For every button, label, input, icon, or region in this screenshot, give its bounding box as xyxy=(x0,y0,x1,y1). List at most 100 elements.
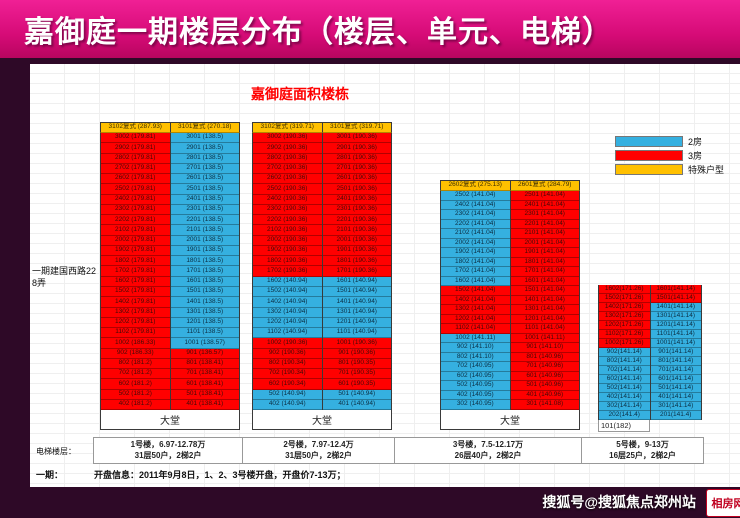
unit-cell: 1701 (190.36) xyxy=(322,266,391,277)
unit-cell: 1102(171.26) xyxy=(599,330,650,339)
unit-cell: 2602 (190.36) xyxy=(253,174,322,185)
unit-cell: 802 (181.2) xyxy=(101,358,170,370)
unit-cell: 1502 (140.94) xyxy=(253,286,322,298)
unit-cell: 1201 (140.94) xyxy=(322,317,391,329)
unit-cell: 1501 (141.04) xyxy=(510,286,579,296)
unit-cell: 2102 (141.04) xyxy=(441,229,510,239)
opening-info: 开盘信息：2011年9月8日，1、2、3号楼开盘，开盘价7-13万； xyxy=(94,470,346,480)
lobby-cell: 大堂 xyxy=(252,410,392,430)
unit-cell: 402 (181.2) xyxy=(101,399,170,411)
elevator-floor-label: 电梯楼层： xyxy=(36,446,76,456)
unit-cell: 2201 (141.04) xyxy=(510,219,579,230)
unit-cell: 702 (140.95) xyxy=(441,362,510,372)
unit-cell: 401 (140.94) xyxy=(322,399,391,411)
unit-cell: 2301 (138.5) xyxy=(170,204,239,216)
unit-cell: 1502 (141.04) xyxy=(441,286,510,296)
unit-cell: 2301 (190.36) xyxy=(322,204,391,216)
unit-cell: 3002 (190.36) xyxy=(253,133,322,144)
unit-cell: 1102 (140.94) xyxy=(253,328,322,339)
unit-cell: 2502 (190.36) xyxy=(253,184,322,195)
building-3: 2602复式 (275.13) 2601复式 (284.79) 2502 (141.… xyxy=(440,180,580,430)
unit-cell: 2302 (141.04) xyxy=(441,210,510,220)
unit-cell: 2801 (138.5) xyxy=(170,153,239,164)
unit-cell: 502(141.14) xyxy=(599,384,650,393)
unit-cell: 502 (181.2) xyxy=(101,389,170,400)
legend-label: 2房 xyxy=(688,137,703,147)
building-price-line: 3号楼，7.5-12.17万 xyxy=(452,440,524,450)
unit-cell: 2701 (190.36) xyxy=(322,163,391,175)
unit-cell: 1901 (190.36) xyxy=(322,245,391,257)
unit-cell: 2301 (141.04) xyxy=(510,210,579,220)
duplex-header-row: 3102复式 (319.71) 3101复式 (319.71) xyxy=(252,122,392,133)
unit-cell: 2101 (190.36) xyxy=(322,225,391,236)
unit-cell: 1101 (141.04) xyxy=(510,324,579,334)
unit-cell: 1801 (138.5) xyxy=(170,256,239,267)
unit-cell: 902 (190.36) xyxy=(253,348,322,359)
unit-cell: 1601(141.14) xyxy=(650,285,701,294)
unit-cell: 201(141.4) xyxy=(650,411,701,420)
unit-cell: 2302 (190.36) xyxy=(253,204,322,216)
unit-cell: 2401 (190.36) xyxy=(322,194,391,205)
building-units-line: 16层25户，2梯2户 xyxy=(609,450,676,460)
address-label: 一期建国西路228弄 xyxy=(32,266,97,288)
unit-cell: 1101 (140.94) xyxy=(322,328,391,339)
unit-cell: 1201(141.14) xyxy=(650,321,701,330)
unit-cell: 501 (140.96) xyxy=(510,381,579,391)
unit-cell: 402(141.14) xyxy=(599,393,650,402)
unit-cell: 1902 (190.36) xyxy=(253,245,322,257)
unit-cell: 1701 (138.5) xyxy=(170,266,239,277)
building-info-cell: 1号楼，6.97-12.78万 31层50户，2梯2户 xyxy=(93,437,243,464)
unit-column: 1601(141.14) 1501(141.14) 1401(141.14) 1301… xyxy=(649,285,702,420)
unit-cell: 2802 (179.81) xyxy=(101,153,170,164)
phase-label: 一期： xyxy=(36,470,64,480)
unit-cell: 2501 (190.36) xyxy=(322,184,391,195)
unit-cell: 1601 (140.94) xyxy=(322,276,391,287)
unit-cell: 801 (140.96) xyxy=(510,352,579,363)
unit-column: 3001 (138.5) 2901 (138.5) 2801 (138.5) 2701… xyxy=(169,133,240,411)
unit-cell: 1402 (141.04) xyxy=(441,295,510,306)
sheet-title: 嘉御庭面积楼栋 xyxy=(251,86,349,102)
unit-cell: 901 (190.36) xyxy=(322,348,391,359)
unit-cell: 1402(171.26) xyxy=(599,303,650,312)
unit-cell: 602 (190.34) xyxy=(253,379,322,390)
unit-cell: 1802 (179.81) xyxy=(101,256,170,267)
unit-cell: 901 (136.57) xyxy=(170,348,239,359)
unit-cell: 1002(171.26) xyxy=(599,339,650,348)
building-price-line: 5号楼，9-13万 xyxy=(616,440,669,450)
unit-cell: 601 (138.41) xyxy=(170,379,239,390)
unit-cell: 2401 (138.5) xyxy=(170,194,239,205)
unit-cell: 2302 (179.81) xyxy=(101,204,170,216)
unit-cell: 2201 (190.36) xyxy=(322,215,391,226)
duplex-header-cell: 2602复式 (275.13) xyxy=(440,180,510,191)
unit-cell: 1202 (140.94) xyxy=(253,317,322,329)
unit-cell: 2702 (190.36) xyxy=(253,163,322,175)
title-banner: 嘉御庭一期楼层分布（楼层、单元、电梯） xyxy=(0,0,740,58)
unit-column: 3002 (190.36) 2902 (190.36) 2802 (190.36) 2… xyxy=(252,133,322,411)
unit-cell: 901 (141.10) xyxy=(510,343,579,353)
unit-cell: 2902 (179.81) xyxy=(101,143,170,154)
unit-cell: 1801 (141.04) xyxy=(510,257,579,268)
unit-cell: 701 (190.35) xyxy=(322,369,391,380)
building-columns: 3002 (190.36) 2902 (190.36) 2802 (190.36) 2… xyxy=(252,133,392,411)
building-columns: 1602(171.26) 1502(171.26) 1402(171.26) 1302… xyxy=(598,285,702,420)
unit-cell: 2002 (179.81) xyxy=(101,235,170,246)
unit-cell: 1901 (141.04) xyxy=(510,248,579,258)
unit-cell: 902(141.14) xyxy=(599,348,650,357)
unit-cell: 1301 (141.04) xyxy=(510,305,579,315)
unit-cell: 1202(171.26) xyxy=(599,321,650,330)
unit-cell: 1102 (179.81) xyxy=(101,328,170,339)
unit-cell: 2201 (138.5) xyxy=(170,215,239,226)
unit-cell: 2702 (179.81) xyxy=(101,163,170,175)
unit-cell: 1102 (141.04) xyxy=(441,324,510,334)
unit-cell: 2402 (190.36) xyxy=(253,194,322,205)
unit-cell: 601 (190.35) xyxy=(322,379,391,390)
unit-cell: 2002 (141.04) xyxy=(441,238,510,249)
unit-cell: 802 (141.10) xyxy=(441,352,510,363)
unit-cell: 2901 (190.36) xyxy=(322,143,391,154)
unit-cell: 1601 (138.5) xyxy=(170,276,239,287)
unit-cell: 2701 (138.5) xyxy=(170,163,239,175)
unit-cell: 601(141.14) xyxy=(650,375,701,384)
unit-cell: 2801 (190.36) xyxy=(322,153,391,164)
unit-cell: 2501 (138.5) xyxy=(170,184,239,195)
unit-cell: 2101 (138.5) xyxy=(170,225,239,236)
